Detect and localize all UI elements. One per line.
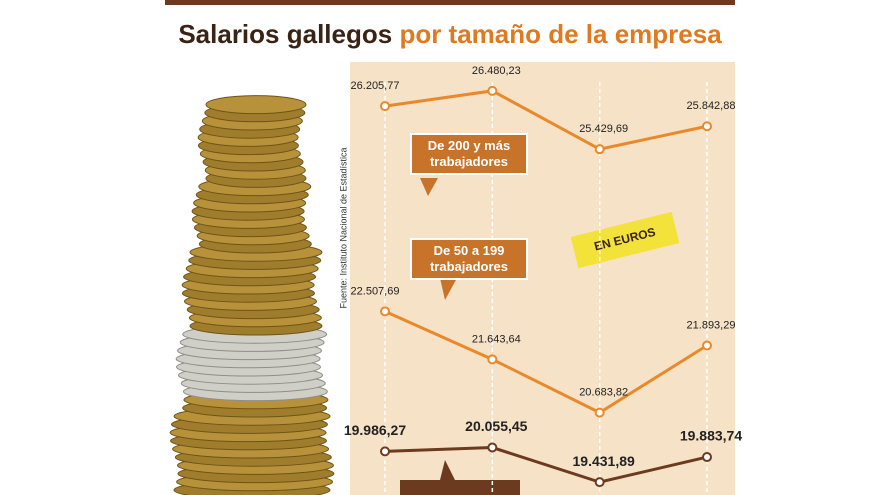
data-point [702, 121, 712, 132]
data-point [594, 144, 605, 155]
value-label: 19.986,27 [344, 422, 406, 438]
data-point [380, 306, 390, 317]
title: Salarios gallegos por tamaño de la empre… [178, 19, 722, 49]
value-label: 21.893,29 [687, 319, 736, 331]
data-point [487, 442, 498, 453]
coin [205, 95, 307, 115]
value-label: 26.205,77 [351, 80, 400, 92]
value-label: 26.480,23 [472, 65, 521, 77]
callout-box [400, 480, 520, 495]
data-point [487, 354, 498, 365]
plot-background [350, 62, 735, 495]
coin-stack [169, 95, 335, 495]
series-callout: De 50 a 199 trabajadores [410, 238, 528, 280]
value-label: 21.643,64 [472, 333, 521, 345]
callout-pointer [440, 460, 455, 480]
badge-shape [570, 211, 680, 269]
series-line [384, 446, 708, 484]
data-point [487, 85, 498, 96]
data-point [702, 340, 712, 351]
callout-pointer [440, 278, 457, 300]
value-label: 20.683,82 [579, 387, 628, 399]
value-label: 19.883,74 [680, 428, 742, 444]
data-point [380, 101, 390, 112]
data-point [380, 446, 390, 457]
value-label: 22.507,69 [351, 285, 400, 297]
value-label: 25.429,69 [579, 123, 628, 135]
series-line [384, 89, 708, 151]
source: Fuente: Instituto Nacional de Estadístic… [338, 147, 348, 308]
top-rule [165, 0, 735, 5]
data-point [702, 452, 712, 463]
value-label: 19.431,89 [573, 453, 635, 469]
unit-badge: EN EUROS [570, 211, 680, 269]
data-point [594, 407, 605, 418]
series-line [384, 310, 708, 415]
value-label: 20.055,45 [465, 418, 527, 434]
value-label: 25.842,88 [687, 100, 736, 112]
callout-pointer [420, 178, 438, 196]
series-callout: De 200 y más trabajadores [410, 133, 528, 175]
data-point [594, 477, 605, 488]
